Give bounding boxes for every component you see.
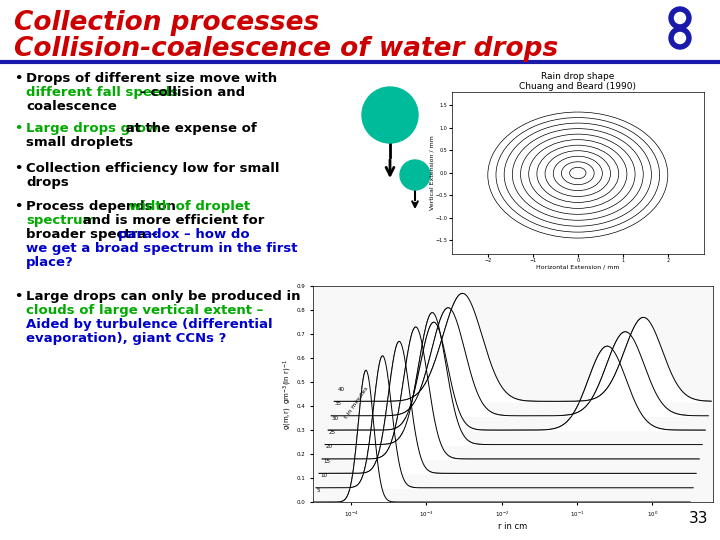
Text: 15: 15 xyxy=(323,459,330,464)
Text: width of droplet: width of droplet xyxy=(129,200,250,213)
Text: •: • xyxy=(14,290,22,303)
Text: •: • xyxy=(14,200,22,213)
Text: •: • xyxy=(14,162,22,175)
Text: t in minutes: t in minutes xyxy=(343,386,369,419)
Text: Collection processes: Collection processes xyxy=(14,10,319,36)
Text: at the expense of: at the expense of xyxy=(121,122,257,135)
Text: and is more efficient for: and is more efficient for xyxy=(78,214,264,227)
Text: Process depends on: Process depends on xyxy=(26,200,181,213)
Circle shape xyxy=(669,7,691,29)
Text: 10: 10 xyxy=(320,473,327,478)
Text: 30: 30 xyxy=(332,416,339,421)
Circle shape xyxy=(400,160,430,190)
Y-axis label: g(m,r)  gm$^{-3}$(ln r)$^{-1}$: g(m,r) gm$^{-3}$(ln r)$^{-1}$ xyxy=(282,359,294,430)
Text: Collision-coalescence of water drops: Collision-coalescence of water drops xyxy=(14,36,558,62)
Circle shape xyxy=(362,87,418,143)
Text: •: • xyxy=(14,122,22,135)
Text: 5: 5 xyxy=(317,488,320,492)
Text: 40: 40 xyxy=(338,387,345,392)
Text: different fall speeds: different fall speeds xyxy=(26,86,179,99)
Text: - collision and: - collision and xyxy=(131,86,245,99)
Text: drops: drops xyxy=(26,176,68,189)
Text: Collection efficiency low for small: Collection efficiency low for small xyxy=(26,162,279,175)
Text: •: • xyxy=(14,72,22,85)
Text: 33: 33 xyxy=(688,511,708,526)
X-axis label: r in cm: r in cm xyxy=(498,522,528,531)
Text: spectrum: spectrum xyxy=(26,214,96,227)
Text: coalescence: coalescence xyxy=(26,100,117,113)
Circle shape xyxy=(669,27,691,49)
Text: Drops of different size move with: Drops of different size move with xyxy=(26,72,277,85)
Y-axis label: Vertical Extension / mm: Vertical Extension / mm xyxy=(429,136,434,210)
Text: Large drops grow: Large drops grow xyxy=(26,122,158,135)
Circle shape xyxy=(675,32,685,44)
Text: paradox – how do: paradox – how do xyxy=(118,228,250,241)
Text: place?: place? xyxy=(26,256,73,269)
Text: 25: 25 xyxy=(329,430,336,435)
Text: 20: 20 xyxy=(326,444,333,449)
Text: 35: 35 xyxy=(335,401,342,406)
Text: FIG. 8.10.  Example of the development of a droplet spectrum by stochastic: FIG. 8.10. Example of the development of… xyxy=(315,478,643,487)
Text: small droplets: small droplets xyxy=(26,136,133,149)
Text: Large drops can only be produced in: Large drops can only be produced in xyxy=(26,290,300,303)
Text: broader spectra –: broader spectra – xyxy=(26,228,162,241)
Text: clouds of large vertical extent –: clouds of large vertical extent – xyxy=(26,304,264,317)
Title: Rain drop shape
Chuang and Beard (1990): Rain drop shape Chuang and Beard (1990) xyxy=(519,72,636,91)
Text: FIG. 8.10.: FIG. 8.10. xyxy=(315,478,362,487)
Text: coalescence. (From Berry and Reinhardt, 1974b.): coalescence. (From Berry and Reinhardt, … xyxy=(355,491,568,500)
Circle shape xyxy=(675,12,685,24)
Text: Aided by turbulence (differential: Aided by turbulence (differential xyxy=(26,318,273,331)
Text: we get a broad spectrum in the first: we get a broad spectrum in the first xyxy=(26,242,297,255)
Text: evaporation), giant CCNs ?: evaporation), giant CCNs ? xyxy=(26,332,226,345)
X-axis label: Horizontal Extension / mm: Horizontal Extension / mm xyxy=(536,265,619,269)
